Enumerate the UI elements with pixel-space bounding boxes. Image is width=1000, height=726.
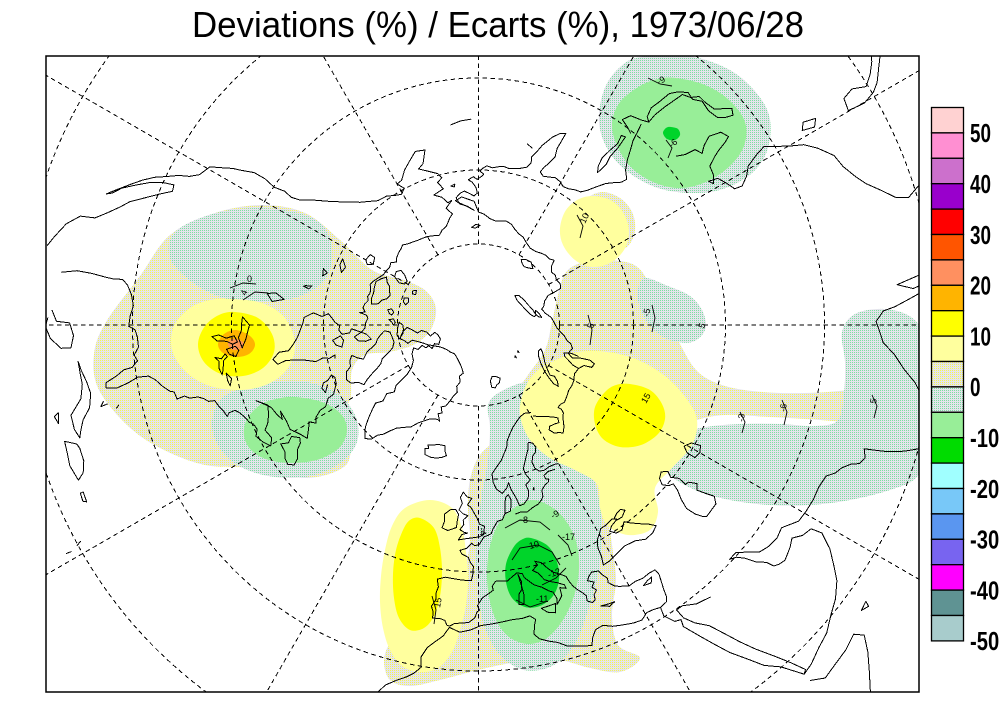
svg-text:15: 15 xyxy=(432,597,444,609)
svg-text:-50: -50 xyxy=(970,628,999,656)
svg-text:40: 40 xyxy=(970,171,991,199)
svg-text:10: 10 xyxy=(970,323,991,351)
svg-text:4: 4 xyxy=(238,289,249,297)
svg-text:50: 50 xyxy=(970,120,991,148)
svg-text:-3: -3 xyxy=(736,413,747,422)
svg-text:-17: -17 xyxy=(562,532,575,542)
svg-text:5: 5 xyxy=(696,322,707,330)
svg-text:10: 10 xyxy=(578,212,591,225)
svg-text:-4: -4 xyxy=(477,527,488,537)
svg-text:-9: -9 xyxy=(549,508,561,521)
svg-text:0: 0 xyxy=(970,374,981,402)
svg-text:-20: -20 xyxy=(970,476,999,504)
svg-text:15: 15 xyxy=(639,391,653,405)
svg-text:5: 5 xyxy=(585,322,596,329)
svg-text:-30: -30 xyxy=(970,527,999,555)
svg-text:-5: -5 xyxy=(641,308,652,318)
svg-text:-40: -40 xyxy=(970,577,999,605)
svg-text:5: 5 xyxy=(868,398,879,405)
svg-text:-11: -11 xyxy=(536,594,548,604)
svg-text:-10: -10 xyxy=(970,425,999,453)
svg-text:-12: -12 xyxy=(546,566,562,580)
svg-text:10: 10 xyxy=(528,539,540,551)
svg-text:Deviations (%) / Ecarts (%), 1: Deviations (%) / Ecarts (%), 1973/06/28 xyxy=(192,5,804,45)
svg-text:-8: -8 xyxy=(520,515,528,525)
svg-text:0: 0 xyxy=(247,274,252,284)
svg-text:20: 20 xyxy=(970,273,991,301)
svg-text:-6: -6 xyxy=(778,403,789,412)
svg-text:-9: -9 xyxy=(655,74,667,87)
svg-text:30: 30 xyxy=(970,222,991,250)
